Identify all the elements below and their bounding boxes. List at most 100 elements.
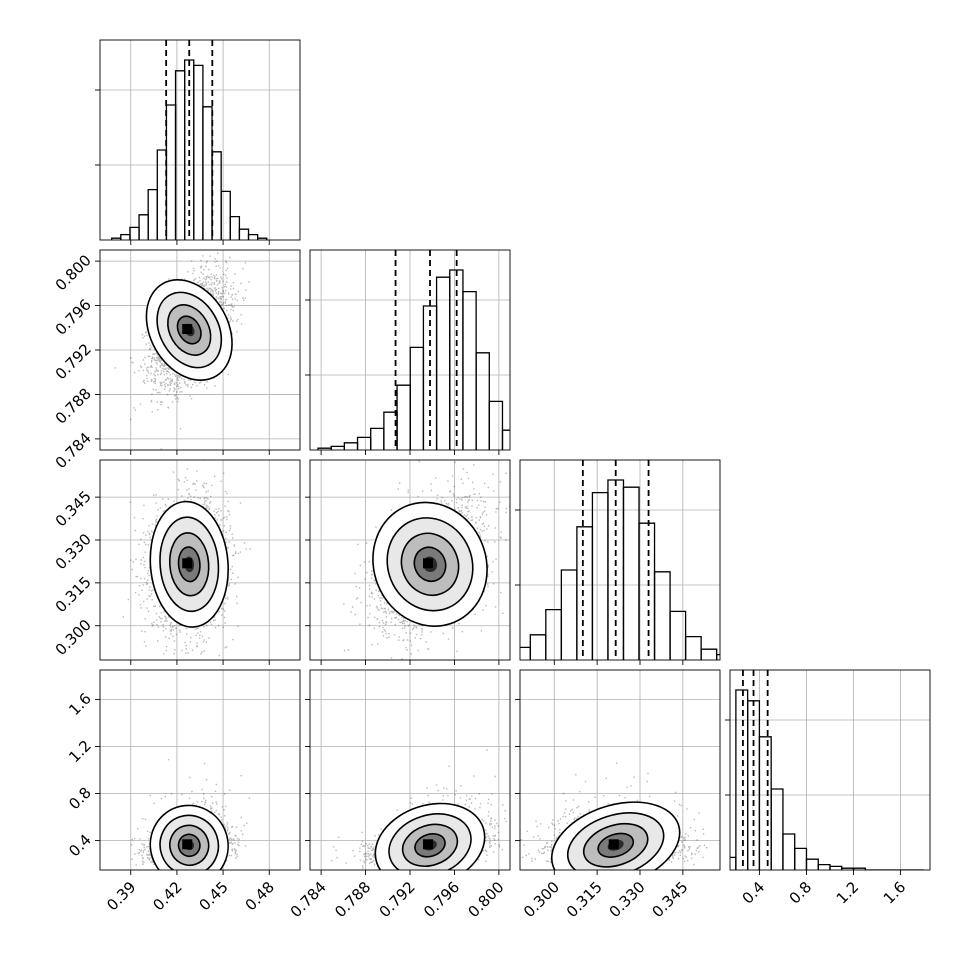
histogram-bar [669, 610, 687, 660]
y-tick-label: 0.330 [52, 530, 95, 573]
histogram-bar [370, 427, 385, 450]
density-peak [182, 839, 193, 850]
histogram-bar [120, 233, 131, 240]
y-tick-label: 0.792 [52, 340, 95, 383]
histogram-bar [852, 867, 866, 870]
x-tick-label: 0.788 [331, 878, 374, 921]
histogram-bar [520, 646, 531, 660]
x-tick-label: 0.784 [287, 878, 330, 921]
histogram-bar [238, 228, 250, 240]
density-layer [114, 252, 250, 450]
histogram-bar [545, 608, 563, 660]
histogram-bar [499, 655, 515, 660]
histogram-bar [516, 443, 529, 450]
histogram-bar [716, 653, 720, 660]
histogram-bar [138, 214, 149, 240]
histogram-bar [560, 569, 578, 660]
x-tick-label: 0.39 [103, 878, 139, 914]
histogram-bar [829, 865, 843, 870]
histogram-bar [622, 486, 640, 660]
histogram-bar [805, 858, 819, 870]
x-tick-label: 0.8 [786, 878, 816, 908]
histogram-bar [591, 491, 609, 660]
y-tick-label: 0.8 [65, 784, 95, 814]
y-tick-label: 0.4 [65, 831, 95, 861]
histogram-bar [165, 104, 177, 240]
histogram-bar [576, 526, 594, 660]
density-layer [331, 749, 507, 870]
panel-frame [309, 459, 511, 661]
density-layer [520, 762, 708, 870]
panel-frame [519, 669, 721, 871]
y-tick-label: 1.6 [65, 690, 95, 720]
histogram-panel: 0.4 0.8 1.2 1.6 [725, 669, 931, 908]
histogram-bar [700, 648, 718, 660]
x-tick-label: 0.48 [242, 878, 278, 914]
y-tick-label: 0.300 [52, 616, 95, 659]
histogram-panel [95, 39, 301, 245]
y-tick-label: 0.796 [52, 296, 95, 339]
panel-frame [729, 669, 931, 871]
density-layer [130, 759, 251, 870]
histogram-bar [782, 833, 796, 870]
histogram-bar [529, 634, 547, 660]
histogram-bar [501, 429, 510, 450]
x-tick-label: 0.796 [420, 878, 463, 921]
histogram-bar [256, 237, 268, 240]
panel-frame [309, 249, 511, 451]
histogram-bar [529, 448, 542, 450]
histogram-bar [193, 64, 204, 240]
x-tick-label: 1.6 [880, 878, 910, 908]
panel-frame [99, 669, 301, 871]
x-tick-label: 0.42 [149, 878, 185, 914]
histogram-bar [794, 847, 808, 870]
density-peak [182, 324, 193, 334]
histogram-bar [732, 658, 748, 660]
density-peak [182, 558, 193, 569]
y-tick-label: 0.784 [52, 429, 95, 472]
y-tick-label: 1.2 [65, 737, 95, 767]
histogram-bar [247, 233, 259, 240]
pair-panel [305, 459, 511, 665]
histogram-bar [356, 436, 372, 450]
x-tick-label: 0.315 [563, 878, 606, 921]
x-tick-label: 1.2 [833, 878, 863, 908]
density-layer [122, 460, 251, 657]
density-peak [608, 839, 619, 850]
histogram-bar [735, 689, 749, 870]
y-tick-label: 0.800 [52, 251, 95, 294]
histogram-bar [488, 400, 504, 450]
histogram-bar [462, 290, 477, 450]
density-peak [423, 839, 433, 850]
histogram-bar [343, 442, 359, 450]
histogram-bar [422, 305, 438, 450]
histogram-panel [305, 249, 542, 455]
x-tick-label: 0.792 [376, 878, 419, 921]
histogram-panel [499, 459, 748, 665]
histogram-bar [220, 190, 231, 240]
histogram-bar [684, 635, 702, 660]
y-tick-label: 0.315 [52, 573, 95, 616]
histogram-bar [638, 522, 656, 660]
pair-panel: 0.39 0.42 0.45 0.48 0.4 0.8 1.2 1.6 [65, 669, 301, 914]
density-peak [423, 558, 433, 569]
y-tick-label: 0.788 [52, 385, 95, 428]
histogram-bar [129, 226, 140, 240]
histogram-bar [156, 149, 168, 240]
panel-frame [309, 669, 511, 871]
histogram-bar [229, 215, 241, 240]
histogram-bar [817, 863, 831, 870]
y-tick-label: 0.345 [52, 487, 95, 530]
histogram-bar [147, 188, 158, 240]
panel-frame [519, 459, 721, 661]
density-layer [343, 460, 510, 660]
x-tick-label: 0.4 [739, 878, 769, 908]
histogram-bar [475, 352, 490, 450]
panel-frame [99, 249, 301, 451]
x-tick-label: 0.800 [465, 878, 508, 921]
histogram-bar [770, 788, 784, 870]
